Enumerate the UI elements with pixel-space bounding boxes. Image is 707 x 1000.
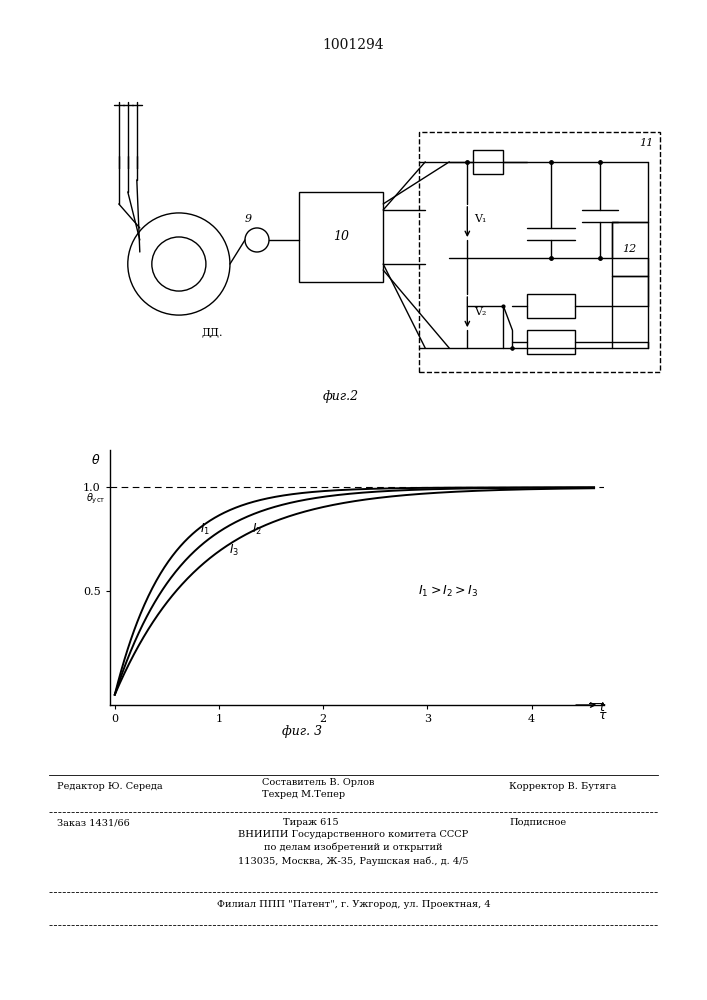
Text: $I_3$: $I_3$ (229, 543, 240, 558)
Text: $I_1$: $I_1$ (200, 522, 210, 537)
Text: $I_1 > I_2 > I_3$: $I_1 > I_2 > I_3$ (418, 583, 479, 599)
Text: 9: 9 (245, 214, 252, 224)
Bar (527, 330, 575, 354)
Text: V₂: V₂ (474, 307, 487, 317)
Text: Техред М.Тепер: Техред М.Тепер (262, 790, 345, 799)
Text: 12: 12 (622, 244, 637, 254)
Text: $\theta_{\rm уст}$: $\theta_{\rm уст}$ (86, 491, 106, 506)
Bar (612, 222, 648, 276)
Text: фиг.2: фиг.2 (323, 390, 359, 403)
Text: Составитель В. Орлов: Составитель В. Орлов (262, 778, 374, 787)
Text: ВНИИПИ Государственного комитета СССР: ВНИИПИ Государственного комитета СССР (238, 830, 469, 839)
Text: $t$: $t$ (599, 701, 606, 714)
Text: ДД.: ДД. (201, 327, 223, 337)
Text: $\tau$: $\tau$ (597, 709, 607, 722)
Text: $I_2$: $I_2$ (252, 522, 262, 537)
Text: 11: 11 (639, 138, 653, 148)
Text: $\theta$: $\theta$ (91, 453, 100, 467)
Text: Филиал ППП "Патент", г. Ужгород, ул. Проектная, 4: Филиал ППП "Патент", г. Ужгород, ул. Про… (216, 900, 491, 909)
Text: Заказ 1431/66: Заказ 1431/66 (57, 818, 129, 827)
Text: Подписное: Подписное (509, 818, 566, 827)
Text: 10: 10 (333, 230, 349, 243)
Text: 113035, Москва, Ж-35, Раушская наб., д. 4/5: 113035, Москва, Ж-35, Раушская наб., д. … (238, 856, 469, 865)
Bar (474, 150, 503, 174)
Bar (419, 132, 660, 372)
Bar (299, 192, 383, 282)
Text: V₁: V₁ (474, 214, 487, 224)
Text: Корректор В. Бутяга: Корректор В. Бутяга (509, 782, 617, 791)
Text: фиг. 3: фиг. 3 (282, 725, 322, 738)
Text: Редактор Ю. Середа: Редактор Ю. Середа (57, 782, 162, 791)
Text: 1001294: 1001294 (322, 38, 385, 52)
Text: по делам изобретений и открытий: по делам изобретений и открытий (264, 843, 443, 852)
Bar (527, 294, 575, 318)
Text: Тираж 615: Тираж 615 (283, 818, 339, 827)
